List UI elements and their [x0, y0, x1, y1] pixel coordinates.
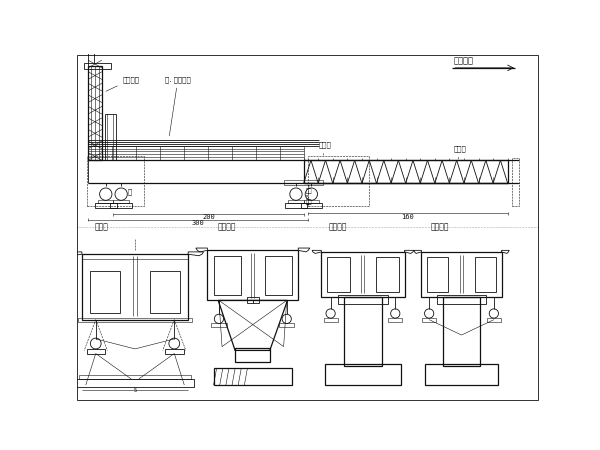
Bar — [110, 203, 132, 208]
Bar — [208, 250, 298, 301]
Bar — [89, 271, 121, 314]
Text: 中跨断面: 中跨断面 — [329, 222, 347, 231]
Text: 桩: 桩 — [127, 188, 131, 195]
Bar — [338, 295, 388, 304]
Bar — [76, 379, 194, 387]
Bar — [443, 297, 480, 366]
Text: 钢. 模板形式: 钢. 模板形式 — [165, 76, 191, 136]
Bar — [214, 256, 241, 295]
Bar — [376, 256, 399, 292]
Bar — [235, 348, 270, 362]
Text: 施工方向: 施工方向 — [454, 57, 474, 66]
Bar — [308, 157, 369, 206]
Bar — [82, 254, 188, 320]
Bar — [84, 63, 111, 69]
Bar — [285, 203, 307, 208]
Text: 200: 200 — [202, 214, 215, 220]
Text: 锚拉板: 锚拉板 — [454, 145, 467, 159]
Text: 160: 160 — [401, 214, 414, 220]
Bar — [304, 200, 319, 203]
Bar — [279, 323, 295, 327]
Bar — [214, 368, 292, 385]
Bar — [301, 203, 322, 208]
Bar — [95, 203, 116, 208]
Bar — [487, 318, 501, 322]
Bar — [165, 349, 184, 354]
Bar — [98, 200, 113, 203]
Bar — [421, 252, 502, 297]
Bar — [288, 200, 304, 203]
Bar — [265, 256, 292, 295]
Bar — [322, 252, 404, 297]
Bar — [512, 158, 519, 206]
Text: 端断面部: 端断面部 — [431, 222, 449, 231]
Bar — [79, 375, 191, 379]
Bar — [427, 256, 448, 292]
Text: 锚拉板: 锚拉板 — [319, 141, 332, 155]
Bar — [323, 318, 338, 322]
Bar — [475, 256, 496, 292]
Bar — [88, 66, 102, 160]
Bar — [211, 323, 227, 327]
Bar — [325, 364, 401, 385]
Bar — [388, 318, 402, 322]
Text: 1: 1 — [306, 184, 309, 189]
Bar — [344, 297, 382, 366]
Bar — [247, 297, 259, 303]
Bar — [78, 318, 192, 322]
Text: 支撑: 支撑 — [306, 189, 313, 194]
Text: 前起重机: 前起重机 — [106, 76, 140, 91]
Bar — [304, 160, 508, 183]
Text: 5: 5 — [133, 388, 137, 393]
Bar — [113, 200, 129, 203]
Bar — [105, 114, 116, 160]
Bar — [284, 180, 323, 185]
Bar — [422, 318, 436, 322]
Text: 端断面: 端断面 — [95, 222, 109, 231]
Text: 5: 5 — [306, 195, 309, 200]
Bar — [149, 271, 181, 314]
Text: 过墩断面: 过墩断面 — [217, 222, 236, 231]
Bar — [86, 349, 105, 354]
Bar — [425, 364, 497, 385]
Text: 竖撑: 竖撑 — [306, 199, 313, 205]
Bar — [437, 295, 486, 304]
Text: 300: 300 — [191, 220, 204, 226]
Bar — [327, 256, 350, 292]
Bar — [86, 157, 144, 206]
